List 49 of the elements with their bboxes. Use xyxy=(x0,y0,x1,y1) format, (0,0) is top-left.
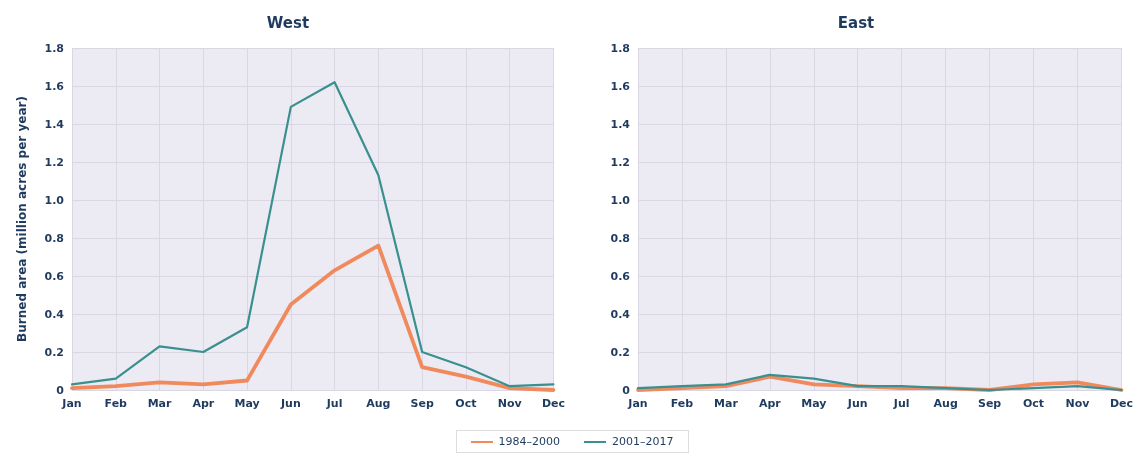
y-tick-label: 1.6 xyxy=(44,79,65,93)
y-tick-label: 0.4 xyxy=(610,307,631,321)
chart-title: West xyxy=(266,13,310,32)
y-tick-label: 1.2 xyxy=(610,155,630,169)
x-tick-label: May xyxy=(234,397,260,410)
y-tick-label: 1.4 xyxy=(610,117,631,131)
x-tick-label: Dec xyxy=(1109,397,1134,410)
x-tick-label: Jan xyxy=(61,397,82,410)
y-axis-title: Burned area (million acres per year) xyxy=(15,96,29,342)
y-tick-label: 1.8 xyxy=(44,41,64,55)
y-tick-label: 0.6 xyxy=(610,269,631,283)
x-tick-label: Oct xyxy=(1022,397,1045,410)
y-tick-label: 0.6 xyxy=(44,269,65,283)
y-tick-label: 0.8 xyxy=(610,231,630,245)
x-tick-label: Mar xyxy=(147,397,173,410)
y-tick-label: 1.2 xyxy=(44,155,64,169)
x-tick-label: Apr xyxy=(192,397,215,410)
y-tick-label: 0.8 xyxy=(44,231,64,245)
x-tick-label: Jul xyxy=(325,397,343,410)
y-tick-label: 0.2 xyxy=(44,345,64,359)
x-tick-label: Oct xyxy=(455,397,477,410)
x-tick-label: Mar xyxy=(714,397,739,410)
x-tick-label: Nov xyxy=(1065,397,1091,410)
x-tick-label: Apr xyxy=(758,397,782,410)
legend-label: 2001–2017 xyxy=(612,435,674,448)
legend-label: 1984–2000 xyxy=(498,435,560,448)
y-tick-label: 1.4 xyxy=(44,117,65,131)
y-tick-label: 0 xyxy=(56,383,65,397)
x-tick-label: Nov xyxy=(497,397,523,410)
y-tick-label: 1.0 xyxy=(44,193,65,207)
x-tick-label: Aug xyxy=(933,397,958,410)
x-tick-label: Feb xyxy=(104,397,128,410)
x-tick-label: Jun xyxy=(846,397,868,410)
x-tick-label: Sep xyxy=(410,397,434,410)
x-tick-label: Jan xyxy=(627,397,648,410)
x-tick-label: Feb xyxy=(670,397,694,410)
x-tick-label: Dec xyxy=(541,397,566,410)
x-tick-label: May xyxy=(801,397,827,410)
x-tick-label: Jul xyxy=(892,397,910,410)
y-tick-label: 0 xyxy=(622,383,631,397)
y-tick-label: 1.8 xyxy=(610,41,630,55)
chart-title: East xyxy=(837,13,875,32)
y-tick-label: 1.6 xyxy=(610,79,631,93)
y-tick-label: 0.4 xyxy=(44,307,65,321)
x-tick-label: Jun xyxy=(279,397,301,410)
y-tick-label: 1.0 xyxy=(610,193,631,207)
y-tick-label: 0.2 xyxy=(610,345,630,359)
x-tick-label: Aug xyxy=(366,397,391,410)
x-tick-label: Sep xyxy=(977,397,1002,410)
